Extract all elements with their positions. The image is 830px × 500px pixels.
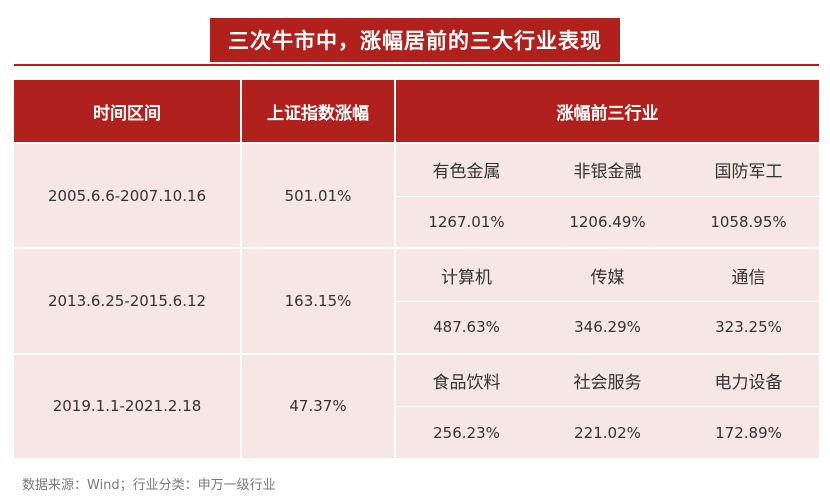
industry-name: 电力设备 (714, 372, 783, 393)
column-divider (394, 80, 396, 142)
page-title: 三次牛市中，涨幅居前的三大行业表现 (210, 18, 620, 62)
row-index-gain: 47.37% (242, 352, 394, 458)
row-index-gain: 163.15% (242, 247, 394, 353)
industry-gain: 1206.49% (537, 195, 678, 248)
industry-name: 非银金融 (573, 162, 642, 183)
industry-gain: 487.63% (396, 300, 537, 353)
industry-name: 国防军工 (714, 162, 783, 183)
industry-gain: 1267.01% (396, 195, 537, 248)
row-period: 2019.1.1-2021.2.18 (14, 352, 240, 458)
column-divider (240, 80, 242, 142)
column-divider (240, 352, 242, 458)
industry-name: 食品饮料 (432, 372, 501, 393)
industry-block: 有色金属 非银金融 国防军工 1267.01% 1206.49% 1058.95… (396, 142, 819, 248)
row-period: 2013.6.25-2015.6.12 (14, 247, 240, 353)
industry-gain: 221.02% (537, 406, 678, 458)
industry-name: 传媒 (590, 267, 625, 288)
industry-gain: 172.89% (678, 406, 819, 458)
title-underline (14, 64, 819, 66)
industry-gain: 256.23% (396, 406, 537, 458)
row-index-gain: 501.01% (242, 142, 394, 248)
header-top3: 涨幅前三行业 (396, 80, 819, 142)
industry-gain: 323.25% (678, 300, 819, 353)
header-index-gain: 上证指数涨幅 (242, 80, 394, 142)
industry-block: 食品饮料 社会服务 电力设备 256.23% 221.02% 172.89% (396, 352, 819, 458)
header-period: 时间区间 (14, 80, 240, 142)
bull-market-table: 时间区间 上证指数涨幅 涨幅前三行业 2005.6.6-2007.10.16 5… (14, 80, 819, 458)
industry-name: 计算机 (441, 267, 492, 288)
industry-name: 有色金属 (432, 162, 501, 183)
column-divider (240, 142, 242, 248)
industry-gain: 346.29% (537, 300, 678, 353)
industry-block: 计算机 传媒 通信 487.63% 346.29% 323.25% (396, 247, 819, 353)
industry-gain: 1058.95% (678, 195, 819, 248)
column-divider (394, 352, 396, 458)
column-divider (394, 247, 396, 353)
industry-name: 通信 (731, 267, 766, 288)
column-divider (394, 142, 396, 248)
source-note: 数据来源：Wind；行业分类：申万一级行业 (22, 478, 276, 493)
column-divider (240, 247, 242, 353)
row-period: 2005.6.6-2007.10.16 (14, 142, 240, 248)
industry-name: 社会服务 (573, 372, 642, 393)
